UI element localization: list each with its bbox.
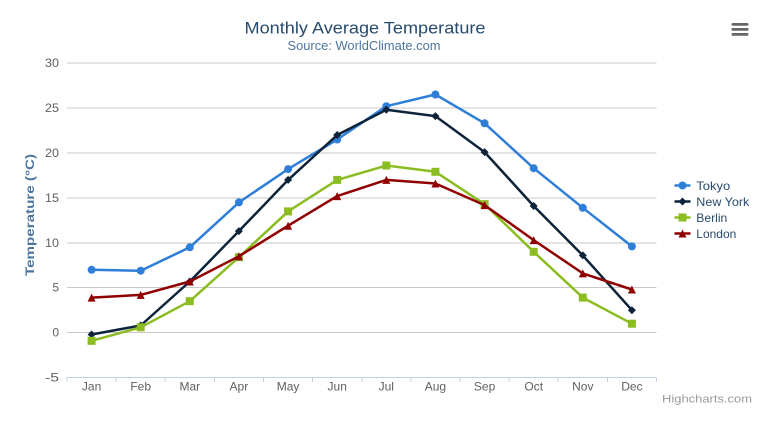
svg-text:5: 5 bbox=[52, 281, 59, 295]
svg-text:Nov: Nov bbox=[572, 380, 593, 394]
svg-text:30: 30 bbox=[45, 56, 59, 70]
svg-text:Jun: Jun bbox=[328, 380, 347, 394]
svg-text:Berlin: Berlin bbox=[696, 211, 727, 225]
svg-text:May: May bbox=[277, 380, 300, 394]
svg-text:Tokyo: Tokyo bbox=[696, 179, 730, 193]
svg-text:0: 0 bbox=[52, 326, 59, 340]
svg-text:Feb: Feb bbox=[130, 380, 151, 394]
svg-text:25: 25 bbox=[45, 101, 59, 115]
svg-text:-5: -5 bbox=[45, 371, 59, 385]
svg-text:Monthly Average Temperature: Monthly Average Temperature bbox=[245, 19, 486, 38]
svg-text:Apr: Apr bbox=[230, 380, 249, 394]
svg-text:Oct: Oct bbox=[524, 380, 543, 394]
svg-text:Source: WorldClimate.com: Source: WorldClimate.com bbox=[288, 38, 441, 53]
svg-text:Highcharts.com: Highcharts.com bbox=[662, 394, 752, 406]
svg-text:Temperature (°C): Temperature (°C) bbox=[23, 154, 37, 276]
svg-text:Mar: Mar bbox=[179, 380, 200, 394]
svg-text:New York: New York bbox=[696, 195, 750, 209]
svg-text:Aug: Aug bbox=[425, 380, 446, 394]
svg-text:10: 10 bbox=[45, 236, 59, 250]
svg-text:20: 20 bbox=[45, 146, 59, 160]
svg-text:Jul: Jul bbox=[379, 380, 394, 394]
svg-text:Sep: Sep bbox=[474, 380, 496, 394]
svg-text:15: 15 bbox=[45, 191, 59, 205]
svg-text:London: London bbox=[696, 227, 736, 241]
svg-text:Jan: Jan bbox=[82, 380, 101, 394]
svg-text:Dec: Dec bbox=[621, 380, 642, 394]
